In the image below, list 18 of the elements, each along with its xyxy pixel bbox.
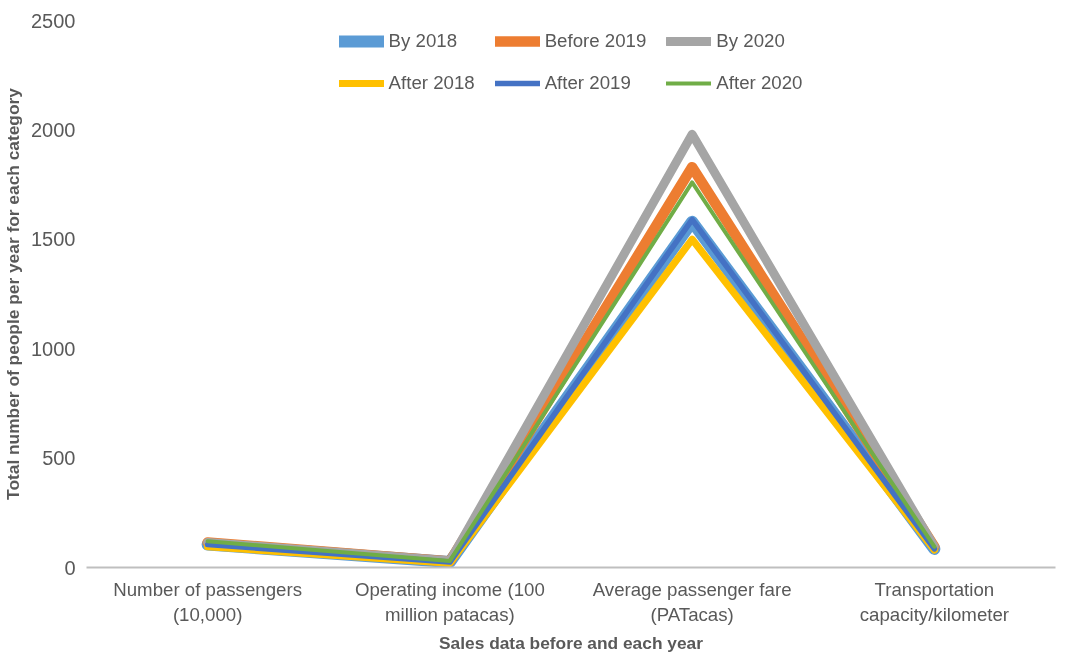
x-axis-title: Sales data before and each year (439, 632, 704, 653)
y-tick-label: 1000 (31, 337, 76, 360)
y-tick-label: 500 (42, 447, 76, 470)
x-tick-label: Transportation capacity/kilometer (859, 578, 1010, 625)
legend-label: By 2020 (716, 30, 785, 52)
legend-label: After 2018 (388, 72, 475, 94)
x-tick-label: Average passenger fare (PATacas) (592, 578, 792, 625)
legend-label: After 2020 (716, 72, 803, 94)
y-tick-label: 2000 (31, 118, 76, 141)
y-tick-label: 2500 (31, 9, 76, 32)
y-tick-label: 0 (64, 556, 76, 579)
x-tick-label: Operating income (100 million patacas) (354, 578, 545, 625)
y-tick-label: 1500 (31, 228, 76, 251)
legend-label: After 2019 (544, 72, 631, 94)
y-axis-title: Total number of people per year for each category (3, 87, 24, 500)
legend-label: By 2018 (388, 30, 458, 52)
legend-label: Before 2019 (544, 30, 647, 52)
x-tick-label: Number of passengers (10,000) (113, 578, 302, 625)
